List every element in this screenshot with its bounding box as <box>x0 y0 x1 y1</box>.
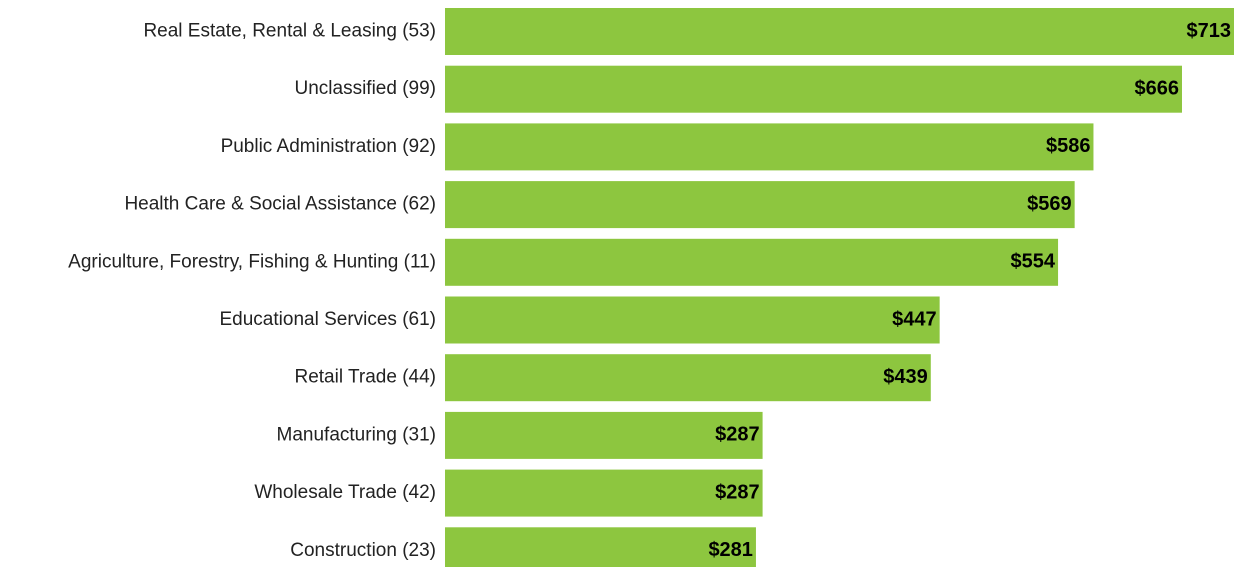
value-label: $569 <box>1027 193 1072 215</box>
value-label: $586 <box>1046 135 1091 157</box>
category-label: Retail Trade (44) <box>294 367 436 388</box>
category-label: Real Estate, Rental & Leasing (53) <box>143 21 436 42</box>
bar <box>445 296 940 344</box>
category-label: Agriculture, Forestry, Fishing & Hunting… <box>68 251 436 272</box>
category-label: Unclassified (99) <box>295 78 437 99</box>
value-label: $439 <box>883 366 928 388</box>
category-label: Educational Services (61) <box>220 309 437 330</box>
value-label: $554 <box>1011 251 1056 273</box>
bar <box>445 181 1075 229</box>
category-label: Manufacturing (31) <box>277 424 436 445</box>
value-label: $666 <box>1134 77 1179 99</box>
bar <box>445 411 763 459</box>
category-label: Public Administration (92) <box>221 136 436 157</box>
category-label: Wholesale Trade (42) <box>254 482 436 503</box>
bar <box>445 238 1059 286</box>
bar <box>445 469 763 517</box>
bar <box>445 123 1094 171</box>
bar <box>445 8 1234 55</box>
value-label: $447 <box>892 308 937 330</box>
value-label: $713 <box>1187 20 1232 42</box>
value-label: $281 <box>708 539 753 561</box>
bar <box>445 354 931 402</box>
value-label: $287 <box>715 424 760 446</box>
bar <box>445 65 1182 113</box>
value-label: $287 <box>715 481 760 503</box>
category-label: Health Care & Social Assistance (62) <box>124 194 436 215</box>
category-label: Construction (23) <box>290 540 436 561</box>
bar <box>445 527 756 567</box>
